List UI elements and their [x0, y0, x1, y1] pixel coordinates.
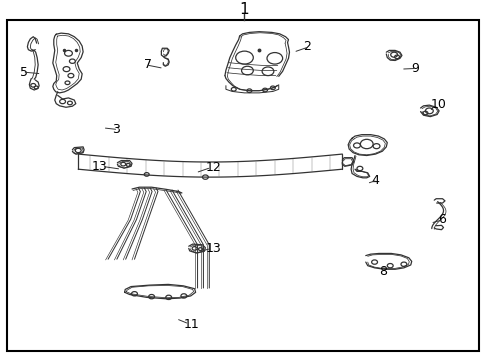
- Text: 9: 9: [410, 62, 418, 75]
- Text: 5: 5: [20, 66, 28, 78]
- Text: 6: 6: [437, 213, 445, 226]
- Text: 13: 13: [205, 242, 221, 255]
- Text: 7: 7: [143, 58, 151, 71]
- Text: 13: 13: [92, 160, 107, 173]
- Text: 12: 12: [205, 161, 221, 174]
- Text: 11: 11: [183, 318, 199, 330]
- Text: 4: 4: [371, 174, 379, 186]
- Text: 3: 3: [112, 123, 120, 136]
- Text: 1: 1: [239, 1, 249, 17]
- Text: 2: 2: [303, 40, 310, 53]
- Text: 10: 10: [429, 98, 445, 111]
- Text: 8: 8: [378, 265, 386, 278]
